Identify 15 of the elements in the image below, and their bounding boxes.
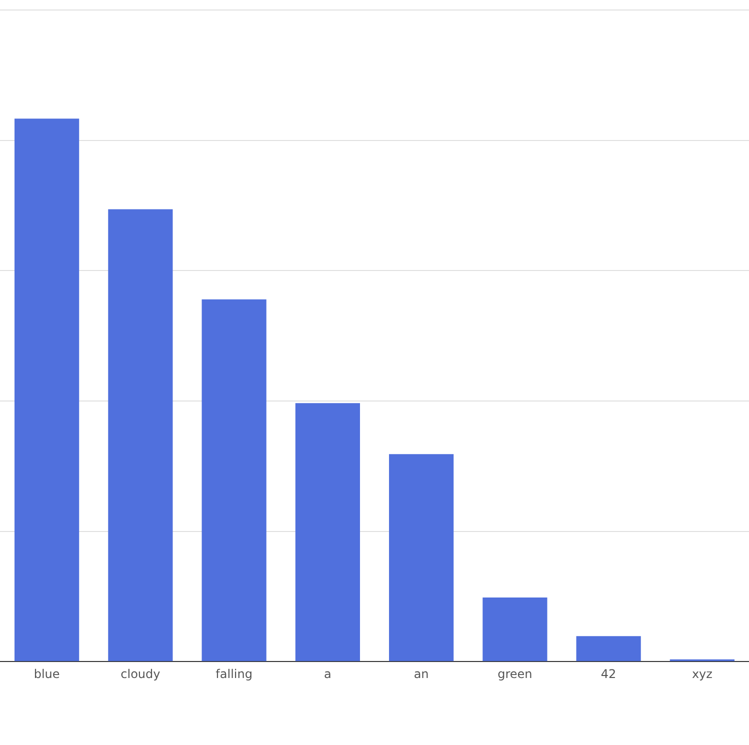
x-tick-label: blue — [34, 666, 60, 681]
bar — [576, 636, 641, 662]
x-tick-label: 42 — [600, 666, 616, 681]
bar — [389, 454, 454, 662]
bar — [482, 598, 548, 662]
x-tick-label: an — [414, 666, 429, 681]
x-tick-label: cloudy — [120, 666, 160, 681]
x-tick-label: falling — [216, 666, 252, 681]
bar — [14, 118, 80, 662]
bar — [295, 403, 360, 662]
bar — [108, 209, 173, 662]
x-tick-label: green — [498, 666, 532, 681]
x-tick-label: a — [324, 666, 332, 681]
x-tick-label: xyz — [692, 666, 712, 681]
bar — [202, 299, 266, 662]
